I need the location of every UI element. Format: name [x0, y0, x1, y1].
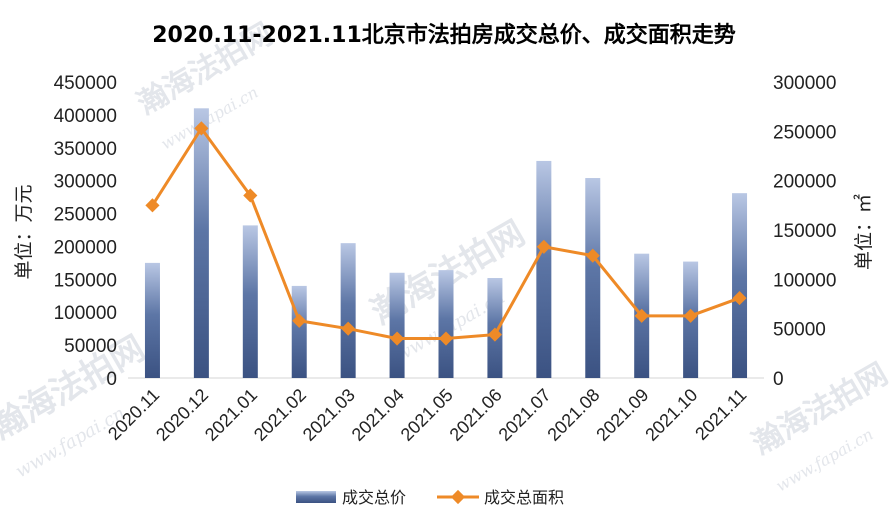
bar	[585, 178, 601, 378]
line-point	[683, 308, 698, 323]
x-tick-label: 2021.05	[397, 385, 457, 445]
line-point	[536, 239, 551, 254]
x-tick-label: 2021.08	[543, 385, 603, 445]
x-tick-label: 2021.03	[299, 385, 359, 445]
y-tick-label: 400000	[54, 106, 117, 127]
x-tick-label: 2021.11	[691, 385, 750, 444]
y2-tick-label: 50000	[773, 320, 826, 341]
bar	[732, 193, 748, 378]
y-tick-label: 300000	[54, 172, 117, 193]
line-point	[292, 313, 307, 328]
y-tick-label: 0	[106, 369, 117, 390]
line-point	[438, 331, 454, 346]
bar	[389, 272, 405, 378]
bar	[144, 262, 160, 378]
y-tick-label: 250000	[54, 205, 117, 226]
y2-tick-label: 0	[773, 369, 784, 390]
bar	[193, 108, 209, 379]
y-tick-label: 50000	[64, 336, 117, 357]
x-tick-label: 2021.04	[348, 385, 408, 445]
y-axis-right-label: 单位：㎡	[852, 194, 875, 270]
legend-marker-line	[450, 489, 466, 505]
y-axis-right: 300000 250000 200000 150000 100000 50000 0	[773, 73, 836, 390]
line-point	[341, 321, 356, 336]
legend-swatch-bar	[296, 491, 336, 503]
line-point	[634, 308, 649, 323]
line-point	[487, 327, 502, 342]
line-point	[145, 198, 160, 213]
x-axis: 2020.112020.122021.012021.022021.032021.…	[104, 385, 750, 445]
x-tick-label: 2021.09	[592, 385, 652, 445]
y-tick-label: 200000	[54, 237, 117, 258]
x-tick-label: 2020.12	[152, 385, 212, 445]
line-point	[585, 248, 600, 263]
bar	[291, 285, 307, 378]
y2-tick-label: 250000	[773, 122, 836, 143]
bar	[340, 243, 356, 378]
svg-text:瀚海法拍网: 瀚海法拍网	[747, 357, 889, 462]
y-axis-left: 450000 400000 350000 300000 250000 200000 1500…	[54, 73, 117, 390]
bar	[242, 225, 258, 378]
y-tick-label: 350000	[54, 139, 117, 160]
y2-tick-label: 300000	[773, 73, 836, 94]
legend-label-line: 成交总面积	[484, 488, 564, 507]
line-point	[390, 331, 405, 346]
line-point	[732, 291, 747, 306]
legend-label-bar: 成交总价	[342, 488, 406, 507]
legend: 成交总价 成交总面积	[296, 488, 564, 507]
chart-title: 2020.11-2021.11北京市法拍房成交总价、成交面积走势	[152, 22, 736, 48]
y-tick-label: 450000	[54, 73, 117, 94]
line-series	[145, 121, 747, 346]
bar	[536, 160, 552, 378]
y2-tick-label: 150000	[773, 221, 836, 242]
x-tick-label: 2021.02	[250, 385, 310, 445]
y2-tick-label: 200000	[773, 172, 836, 193]
y-axis-left-label: 单位：万元	[13, 184, 35, 279]
x-tick-label: 2021.06	[446, 385, 506, 445]
x-tick-label: 2021.01	[201, 385, 261, 445]
y-tick-label: 150000	[54, 270, 117, 291]
y2-tick-label: 100000	[773, 270, 836, 291]
line-point	[243, 188, 258, 203]
bar	[438, 270, 454, 378]
x-tick-label: 2021.07	[495, 385, 555, 445]
x-tick-label: 2021.10	[641, 385, 701, 445]
y-tick-label: 100000	[54, 303, 117, 324]
